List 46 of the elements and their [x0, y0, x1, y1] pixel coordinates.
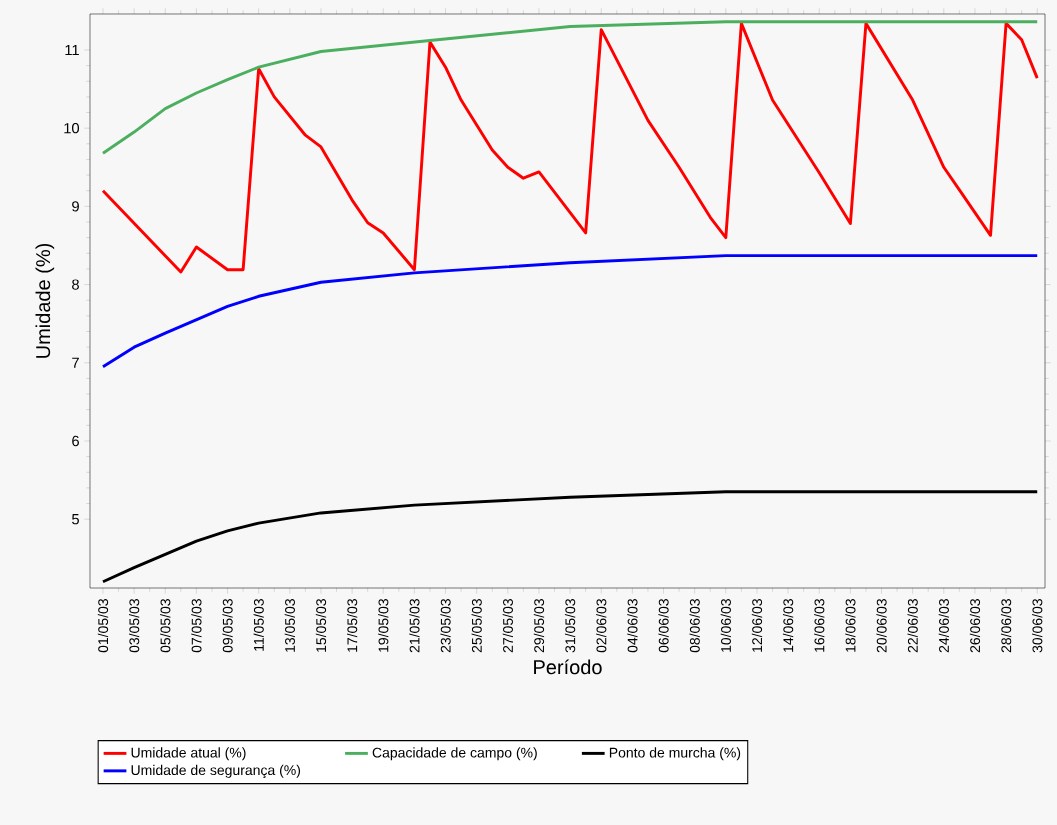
x-tick-label: 23/05/03	[440, 599, 451, 653]
legend-label: Umidade de segurança (%)	[131, 764, 301, 778]
y-tick-label: 5	[72, 514, 79, 525]
x-axis-title: Período	[534, 659, 602, 675]
y-tick-label: 11	[65, 44, 79, 56]
x-tick-label: 06/06/03	[658, 599, 669, 653]
x-tick-label: 14/06/03	[782, 599, 794, 652]
x-tick-label: 31/05/03	[564, 599, 576, 653]
line-series	[101, 21, 1039, 274]
x-tick-label: 21/05/03	[409, 599, 420, 653]
y-axis-title: Umidade (%)	[35, 243, 55, 358]
x-tick-label: 22/06/03	[907, 599, 918, 653]
x-tick-label: 26/06/03	[969, 599, 981, 653]
x-tick-label: 04/06/03	[627, 599, 638, 653]
legend-label: Ponto de murcha (%)	[609, 747, 741, 761]
x-tick-label: 24/06/03	[938, 599, 949, 653]
x-tick-label: 27/05/03	[502, 599, 513, 653]
y-tick-label: 9	[72, 201, 79, 212]
legend-label: Umidade atual (%)	[131, 747, 246, 761]
x-tick-label: 20/06/03	[876, 599, 887, 653]
x-tick-label: 29/05/03	[533, 599, 545, 653]
y-tick-label: 7	[72, 357, 79, 368]
x-tick-label: 17/05/03	[346, 599, 358, 652]
x-tick-label: 16/06/03	[814, 599, 825, 652]
x-tick-label: 19/05/03	[378, 599, 389, 652]
y-tick-label: 8	[72, 279, 79, 290]
x-tick-label: 25/05/03	[471, 599, 482, 653]
x-tick-label: 11/05/03	[253, 599, 264, 651]
x-tick-label: 18/06/03	[845, 599, 856, 652]
x-tick-label: 03/05/03	[128, 599, 140, 653]
x-tick-label: 01/05/03	[97, 599, 109, 653]
x-tick-label: 30/06/03	[1032, 599, 1043, 653]
x-tick-label: 12/06/03	[751, 599, 763, 652]
x-tick-label: 02/06/03	[596, 599, 607, 653]
legend-label: Capacidade de campo (%)	[372, 747, 537, 761]
x-tick-label: 13/05/03	[284, 599, 295, 652]
x-tick-label: 28/06/03	[1000, 599, 1012, 653]
line-series	[101, 20, 1039, 155]
x-tick-label: 10/06/03	[720, 599, 731, 652]
x-tick-label: 07/05/03	[191, 599, 202, 653]
x-tick-label: 05/05/03	[160, 599, 171, 653]
x-tick-label: 08/06/03	[689, 599, 700, 653]
y-tick-label: 6	[72, 435, 79, 447]
x-tick-label: 09/05/03	[222, 599, 233, 653]
x-tick-label: 15/05/03	[315, 599, 327, 652]
y-tick-label: 10	[64, 122, 80, 134]
